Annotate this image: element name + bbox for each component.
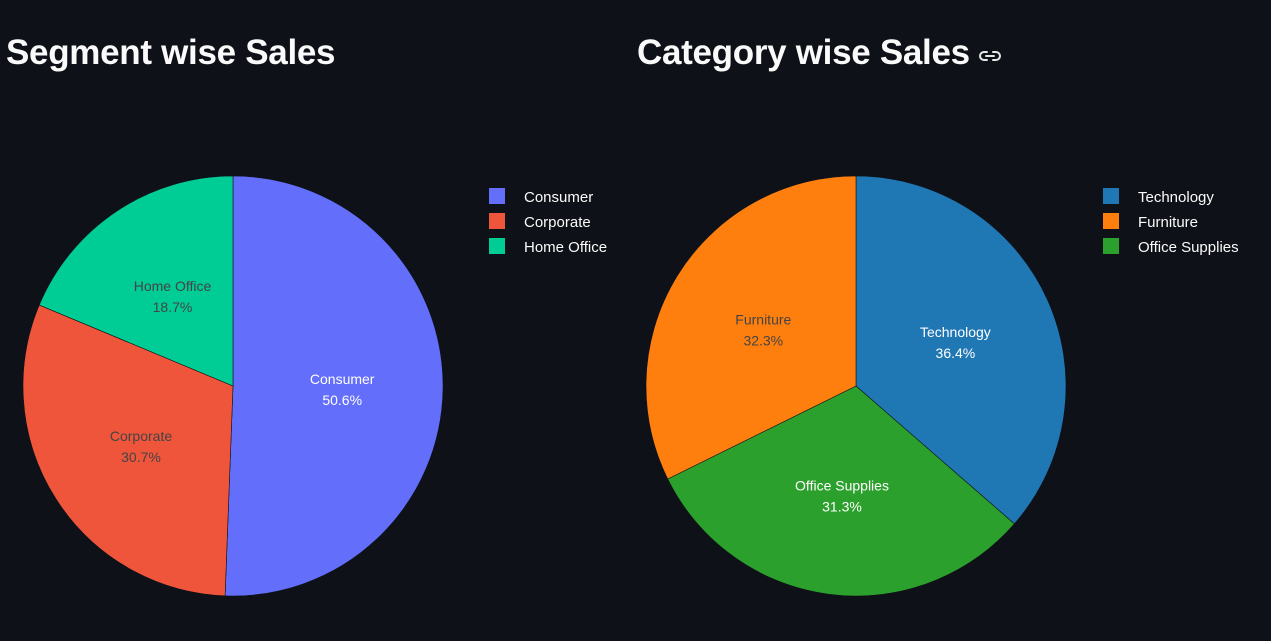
segment-pie-chart[interactable]: Consumer 50.6% Corporate 30.7% Home Office 18… [0, 0, 630, 641]
pie-slices [645, 175, 1067, 597]
slice-percent-furniture: 32.3% [743, 332, 783, 348]
pie-labels: Technology 36.4% Office Supplies 31.3% Furni… [735, 311, 991, 514]
legend-item-consumer[interactable]: Consumer [489, 188, 593, 206]
pie-slice-furniture[interactable] [645, 175, 857, 480]
legend-item-corporate[interactable]: Corporate [489, 213, 591, 231]
category-pie-chart[interactable]: Technology 36.4% Office Supplies 31.3% Furni… [631, 0, 1271, 641]
slice-percent-home-office: 18.7% [153, 299, 193, 315]
slice-label-furniture: Furniture [735, 311, 791, 327]
legend-item-home-office[interactable]: Home Office [489, 238, 607, 256]
category-chart-title: Category wise Sales [637, 30, 1002, 76]
legend-label-corporate: Corporate [524, 214, 591, 231]
chart-legend: Technology Furniture Office Supplies [1103, 188, 1239, 256]
slice-label-consumer: Consumer [310, 371, 375, 387]
legend-label-home-office: Home Office [524, 239, 607, 256]
pie-slice-home-office[interactable] [38, 175, 234, 387]
pie-labels: Consumer 50.6% Corporate 30.7% Home Office 18… [110, 278, 375, 465]
slice-label-office-supplies: Office Supplies [795, 477, 889, 493]
segment-sales-panel: Segment wise Sales Consumer 50.6% Corporat… [0, 0, 630, 641]
link-icon[interactable] [978, 30, 1002, 76]
legend-swatch-corporate [489, 213, 505, 229]
pie-slice-corporate[interactable] [22, 304, 234, 597]
segment-chart-title-text: Segment wise Sales [6, 33, 336, 72]
category-sales-panel: Category wise Sales Technology 36.4% Offic… [631, 0, 1271, 641]
pie-slice-consumer[interactable] [224, 175, 444, 597]
pie-slice-office-supplies[interactable] [667, 385, 1015, 597]
segment-chart-title: Segment wise Sales [6, 30, 336, 76]
legend-label-technology: Technology [1138, 189, 1214, 206]
slice-label-home-office: Home Office [134, 278, 212, 294]
legend-item-technology[interactable]: Technology [1103, 188, 1214, 206]
legend-label-consumer: Consumer [524, 189, 593, 206]
legend-swatch-office-supplies [1103, 238, 1119, 254]
legend-label-furniture: Furniture [1138, 214, 1198, 231]
slice-label-corporate: Corporate [110, 428, 172, 444]
legend-swatch-furniture [1103, 213, 1119, 229]
slice-label-technology: Technology [920, 324, 991, 340]
slice-percent-technology: 36.4% [936, 345, 976, 361]
legend-label-office-supplies: Office Supplies [1138, 239, 1239, 256]
legend-item-furniture[interactable]: Furniture [1103, 213, 1198, 231]
pie-slice-technology[interactable] [855, 175, 1067, 525]
legend-swatch-consumer [489, 188, 505, 204]
legend-swatch-technology [1103, 188, 1119, 204]
slice-percent-corporate: 30.7% [121, 449, 161, 465]
category-chart-title-text: Category wise Sales [637, 33, 970, 72]
slice-percent-office-supplies: 31.3% [822, 498, 862, 514]
slice-percent-consumer: 50.6% [322, 392, 362, 408]
pie-slices [22, 175, 444, 597]
chart-legend: Consumer Corporate Home Office [489, 188, 607, 256]
legend-item-office-supplies[interactable]: Office Supplies [1103, 238, 1239, 256]
legend-swatch-home-office [489, 238, 505, 254]
